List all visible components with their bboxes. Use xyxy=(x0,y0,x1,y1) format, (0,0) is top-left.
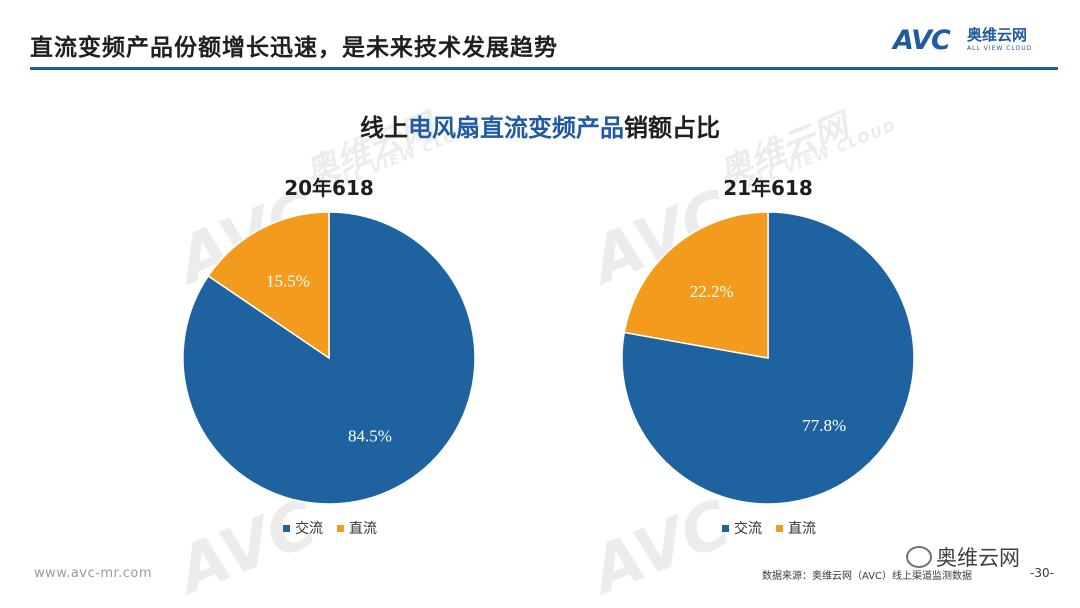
pie-slice-dc xyxy=(623,211,769,359)
pie-title-2020: 20年618 xyxy=(284,176,374,200)
logo-en-text: ALL VIEW CLOUD xyxy=(967,45,1033,52)
legend-2021: 交流 直流 xyxy=(722,518,824,538)
page-number: -30- xyxy=(1030,566,1054,580)
legend-item-dc: 直流 xyxy=(776,518,816,538)
logo-cn-text: 奥维云网 xyxy=(967,26,1028,44)
header: 直流变频产品份额增长迅速，是未来技术发展趋势 AVC 奥维云网 ALL VIEW… xyxy=(0,0,1080,72)
wechat-label: 奥维云网 xyxy=(936,546,1020,570)
wechat-watermark: 奥维云网 xyxy=(906,542,1020,572)
legend-swatch-dc xyxy=(337,524,344,532)
footer-url: www.avc-mr.com xyxy=(34,566,153,581)
data-label-ac: 84.5% xyxy=(348,426,392,445)
pie-chart-2020: 84.5% 15.5% xyxy=(182,211,476,505)
data-source-note: 数据来源：奥维云网（AVC）线上渠道监测数据 xyxy=(762,571,973,582)
chart-title-prefix: 线上 xyxy=(360,114,408,142)
legend-2020: 交流 直流 xyxy=(283,518,385,538)
pie-chart-2021: 77.8% 22.2% xyxy=(621,211,915,505)
data-label-ac: 77.8% xyxy=(802,416,846,435)
data-label-dc: 22.2% xyxy=(690,282,734,301)
legend-label-ac: 交流 xyxy=(295,521,323,537)
chart-title-highlight: 电风扇直流变频产品 xyxy=(408,114,624,142)
logo-mark: AVC xyxy=(893,25,951,56)
legend-item-dc: 直流 xyxy=(337,518,377,538)
data-label-dc: 15.5% xyxy=(266,272,310,291)
chart-title-suffix: 销额占比 xyxy=(624,114,720,142)
legend-label-ac: 交流 xyxy=(734,521,762,537)
pie-title-2021: 21年618 xyxy=(723,176,813,200)
legend-swatch-ac xyxy=(722,524,729,532)
pie-slice-dc xyxy=(207,211,330,360)
page-title: 直流变频产品份额增长迅速，是未来技术发展趋势 xyxy=(30,35,558,61)
legend-item-ac: 交流 xyxy=(722,518,762,538)
wechat-icon xyxy=(906,546,932,568)
header-divider xyxy=(30,67,1058,70)
legend-label-dc: 直流 xyxy=(349,521,377,537)
legend-swatch-ac xyxy=(283,524,290,532)
avc-logo: AVC 奥维云网 ALL VIEW CLOUD xyxy=(893,26,1053,60)
chart-title: 线上电风扇直流变频产品销额占比 xyxy=(0,108,1080,143)
legend-swatch-dc xyxy=(776,524,783,532)
legend-label-dc: 直流 xyxy=(788,521,816,537)
legend-item-ac: 交流 xyxy=(283,518,323,538)
